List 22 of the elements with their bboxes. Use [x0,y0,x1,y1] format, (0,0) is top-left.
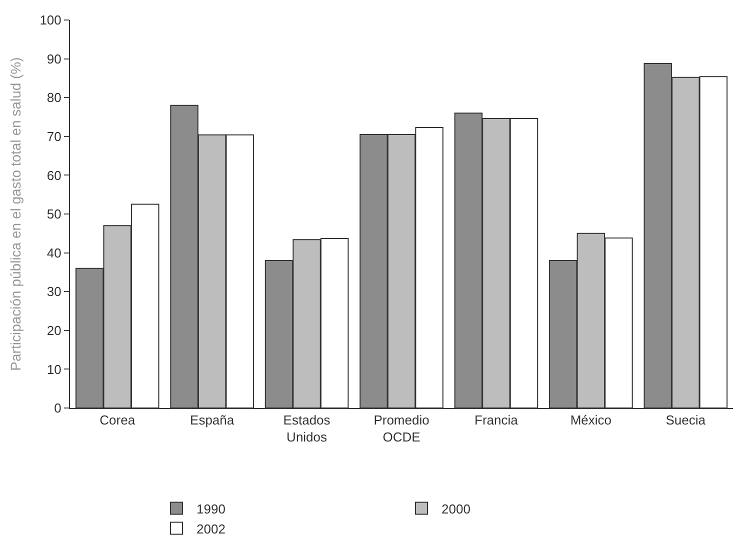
x-tick-label: Estados Unidos [283,412,331,444]
y-tick-label: 70 [46,128,62,144]
x-tick-label: Corea [100,412,136,428]
y-tick-label: 30 [46,284,62,300]
y-axis-title: Participación pública en el gasto total en salud (%) [7,57,24,371]
y-tick-label: 20 [46,322,62,338]
x-tick-label: México [570,412,612,428]
x-tick-label: España [190,412,235,428]
y-tick-label: 0 [54,400,62,416]
y-tick-label: 40 [46,245,62,260]
x-tick-label: Francia [474,412,519,428]
y-tick-label: 50 [46,206,62,222]
y-tick-label: 80 [46,90,62,106]
legend-label: 2000 [442,501,470,516]
legend-label: 2002 [196,521,226,536]
y-tick-label: 60 [46,168,62,183]
x-tick-label: Suecia [666,412,706,428]
legend-label: 1990 [196,501,226,516]
y-tick-label: 10 [46,362,62,377]
y-tick-label: 90 [46,51,62,66]
y-tick-label: 100 [40,12,62,28]
x-tick-label: Promedio OCDE [374,412,430,444]
